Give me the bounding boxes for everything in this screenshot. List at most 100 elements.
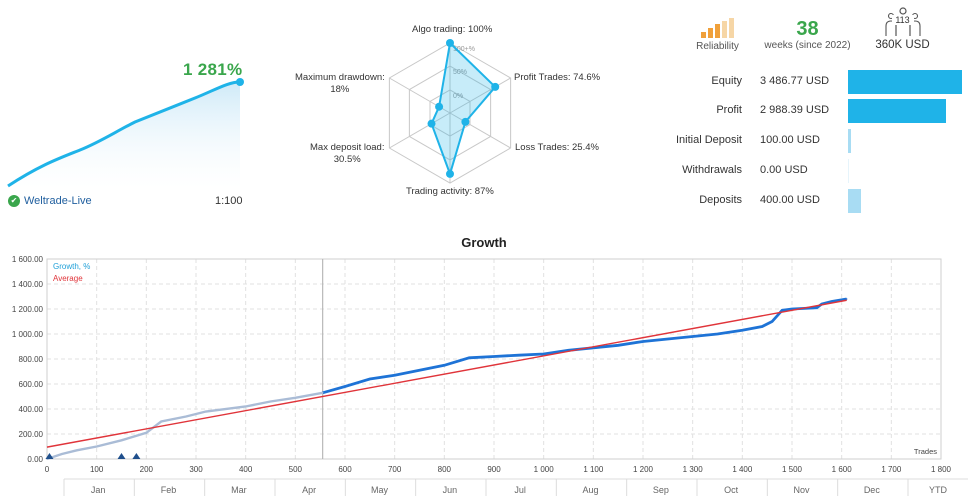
growth-percentage: 1 281%	[183, 60, 243, 79]
growth-series-point	[642, 340, 644, 343]
growth-series-point	[830, 300, 833, 303]
reliability-block[interactable]: Reliability	[690, 18, 745, 52]
growth-series-point	[468, 356, 470, 359]
account-name-label: Weltrade-Live	[24, 195, 92, 207]
growth-series-line-early	[46, 391, 323, 461]
radar-label-algo: Algo trading: 100%	[412, 24, 493, 35]
financial-row-profit: Profit 2 988.39 USD	[660, 98, 968, 124]
month-label: Mar	[231, 485, 247, 495]
reliability-bars-icon	[690, 18, 745, 38]
radar-label-drawdown-name: Maximum drawdown:	[295, 72, 385, 83]
chart-title: Growth	[461, 235, 507, 250]
growth-series-point	[393, 374, 396, 377]
growth-chart[interactable]: 0.00 200.00 400.00 600.00 800.00 1 000.00 1 20…	[0, 250, 968, 499]
y-tick-label: 1 600.00	[12, 255, 44, 264]
growth-series-point	[667, 338, 669, 340]
growth-series-point	[542, 353, 545, 355]
financial-label: Initial Deposit	[675, 134, 742, 146]
growth-series-point	[761, 325, 763, 328]
month-label: Aug	[582, 485, 598, 495]
growth-series-point	[493, 355, 495, 358]
growth-series-point	[344, 385, 346, 388]
x-tick-label: 1 800	[931, 465, 952, 474]
growth-series-point	[716, 333, 719, 335]
x-tick-label: 1 700	[881, 465, 902, 474]
legend-average: Average	[53, 274, 83, 283]
radar-label-deposit-load-name: Max deposit load:	[310, 142, 385, 153]
financial-row-initial-deposit: Initial Deposit 100.00 USD	[660, 128, 968, 154]
y-tick-label: 1 200.00	[12, 305, 44, 314]
financial-value: 2 988.39 USD	[760, 104, 830, 116]
growth-series-point	[95, 445, 98, 448]
x-tick-label: 1 400	[732, 465, 753, 474]
month-label: Sep	[653, 485, 669, 495]
x-tick-label: 1 000	[534, 465, 555, 474]
financial-bar	[848, 159, 849, 183]
radar-value-point	[446, 39, 454, 47]
radar-label-profit: Profit Trades: 74.6%	[514, 72, 601, 83]
x-tick-label: 400	[239, 465, 253, 474]
x-tick-label: 100	[90, 465, 104, 474]
month-label: YTD	[929, 485, 948, 495]
financial-label: Withdrawals	[682, 164, 742, 176]
growth-series-point	[791, 308, 793, 310]
growth-series-point	[418, 369, 421, 372]
growth-series-point	[61, 453, 63, 455]
y-tick-label: 400.00	[19, 405, 44, 414]
month-label: Feb	[161, 485, 177, 495]
x-tick-label: 800	[438, 465, 452, 474]
radar-ring-label: 0%	[453, 93, 463, 100]
y-tick-label: 0.00	[27, 455, 43, 464]
weeks-label: weeks (since 2022)	[764, 40, 851, 51]
account-name[interactable]: ✔ Weltrade-Live	[8, 195, 92, 207]
financial-bar	[848, 129, 852, 153]
radar-label-drawdown-value: 18%	[330, 84, 350, 95]
radar-value-point	[435, 102, 444, 111]
leverage: 1:100	[215, 195, 243, 207]
financial-label: Deposits	[699, 194, 742, 206]
financial-row-deposits: Deposits 400.00 USD	[660, 188, 968, 214]
subscribers-block[interactable]: 113 360K USD	[865, 6, 940, 51]
x-tick-label: 900	[487, 465, 501, 474]
subscribers-icon: 113	[883, 6, 923, 36]
growth-series-point	[294, 396, 297, 399]
financial-bar	[848, 189, 862, 213]
radar-label-activity: Trading activity: 87%	[406, 186, 494, 197]
growth-series-point	[185, 415, 187, 418]
legend-growth: Growth, %	[53, 262, 90, 271]
radar-label-drawdown: Maximum drawdown: 18%	[295, 72, 385, 96]
mini-growth-area	[8, 82, 240, 190]
x-tick-label: 0	[45, 465, 50, 474]
radar-label-deposit-load: Max deposit load: 30.5%	[310, 142, 384, 166]
radar-value-point	[446, 169, 454, 178]
financial-row-equity: Equity 3 486.77 USD	[660, 69, 968, 95]
deposit-marker-icon	[132, 453, 141, 459]
radar-value-point	[491, 82, 500, 91]
financial-value: 100.00 USD	[760, 134, 820, 146]
mini-growth-line	[7, 80, 241, 188]
weeks-value: 38	[796, 18, 819, 40]
radar-spoke	[389, 112, 451, 149]
growth-series-point	[205, 410, 207, 413]
growth-series-point	[781, 309, 783, 312]
financial-value: 0.00 USD	[760, 164, 808, 176]
growth-series-line	[322, 297, 847, 395]
radar-value-point	[427, 119, 436, 128]
y-tick-label: 1 000.00	[12, 330, 44, 339]
growth-series-point	[691, 335, 694, 338]
growth-series-point	[518, 354, 520, 357]
growth-summary-widget[interactable]: 1 281% ✔ Weltrade-Live 1:100	[0, 0, 260, 215]
mini-growth-endpoint	[236, 78, 244, 86]
radar-spoke	[449, 77, 511, 114]
growth-series-point	[76, 449, 78, 452]
month-label: Apr	[302, 485, 316, 495]
financial-value: 3 486.77 USD	[760, 75, 830, 87]
weeks-block: 38 weeks (since 2022)	[755, 18, 860, 51]
x-tick-label: 1 300	[683, 465, 704, 474]
month-label: Dec	[864, 485, 881, 495]
funds-value: 360K USD	[875, 39, 930, 51]
x-tick-label: 1 600	[832, 465, 853, 474]
x-tick-label: 300	[189, 465, 203, 474]
month-label: Jun	[443, 485, 458, 495]
reliability-label: Reliability	[696, 41, 739, 52]
